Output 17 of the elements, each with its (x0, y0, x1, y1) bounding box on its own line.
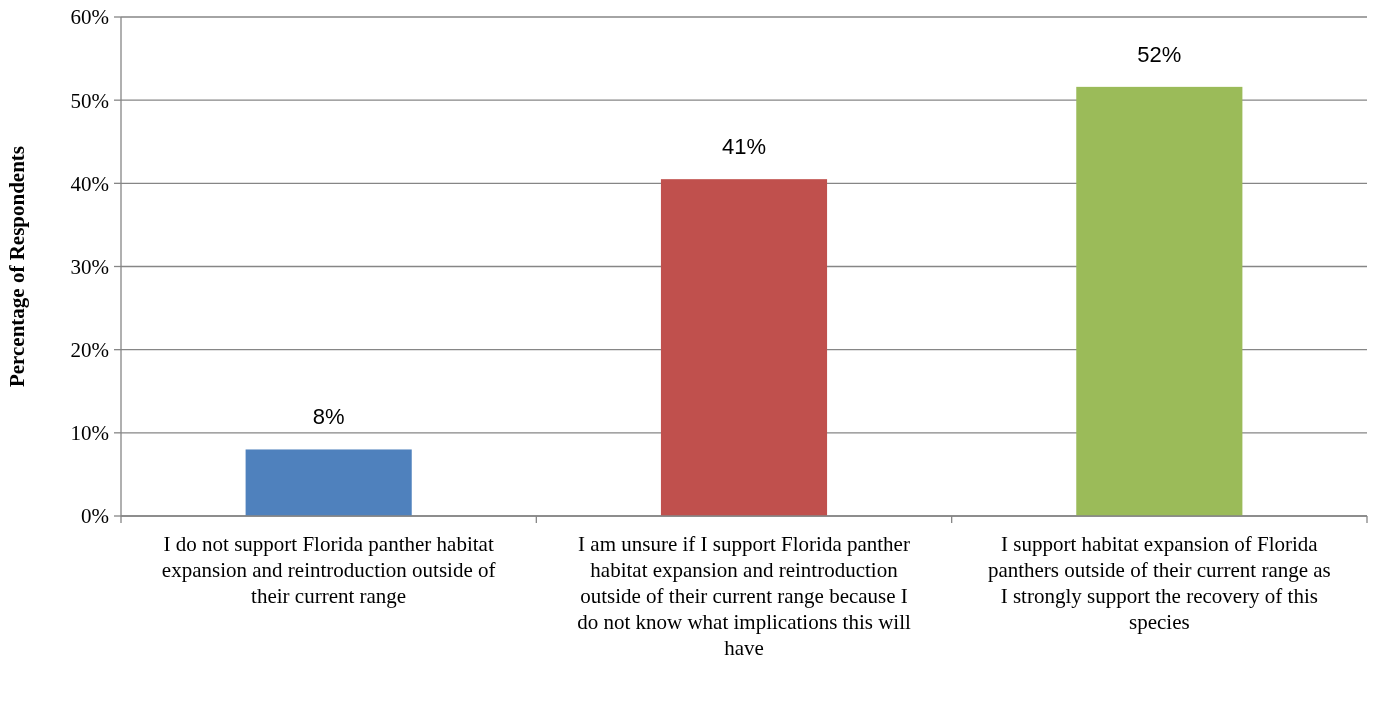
y-tick-label: 30% (70, 254, 109, 279)
y-tick-label: 50% (70, 88, 109, 113)
data-label: 8% (312, 404, 345, 430)
bar (1076, 86, 1243, 516)
bar (660, 179, 828, 516)
y-tick-label: 0% (81, 504, 109, 529)
y-tick-label: 40% (70, 171, 109, 196)
y-axis-title: Percentage of Respondents (5, 145, 29, 388)
data-label: 52% (1137, 41, 1182, 67)
x-tick-label: I support habitat expansion of Florida panthers outside of their current range as I strongly support the recovery of this species (987, 532, 1331, 634)
y-tick-label: 60% (70, 5, 109, 30)
y-tick-label: 20% (70, 338, 109, 363)
x-tick-label: I do not support Florida panther habitat expansion and reintroduction outside of their current range (161, 532, 496, 608)
y-tick-label: 10% (70, 421, 109, 446)
bar (245, 449, 412, 516)
data-label: 41% (721, 134, 767, 160)
x-tick-label: I am unsure if I support Florida panther habitat expansion and reintroduction outside of their current range because I do not know what implications this will have (577, 532, 911, 660)
